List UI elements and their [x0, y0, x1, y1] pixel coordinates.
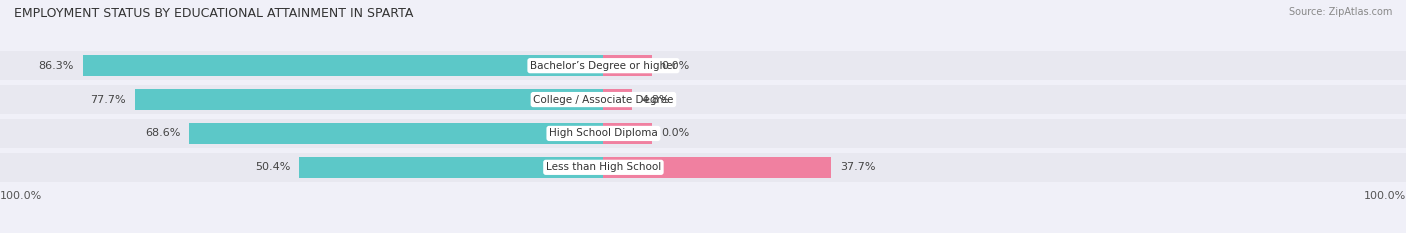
Bar	[0, 153, 1406, 182]
Bar	[135, 89, 603, 110]
Text: 0.0%: 0.0%	[661, 61, 689, 71]
Text: 50.4%: 50.4%	[254, 162, 290, 172]
Text: 4.8%: 4.8%	[641, 95, 669, 105]
Text: 0.0%: 0.0%	[661, 128, 689, 138]
Text: High School Diploma: High School Diploma	[550, 128, 658, 138]
Bar	[0, 85, 1406, 114]
Bar	[603, 89, 633, 110]
Text: 86.3%: 86.3%	[38, 61, 73, 71]
Bar	[0, 119, 1406, 148]
Bar	[0, 51, 1406, 80]
Text: 37.7%: 37.7%	[839, 162, 876, 172]
Bar	[603, 55, 652, 76]
Text: 68.6%: 68.6%	[145, 128, 180, 138]
Text: 77.7%: 77.7%	[90, 95, 125, 105]
Text: 100.0%: 100.0%	[1364, 191, 1406, 201]
Text: Bachelor’s Degree or higher: Bachelor’s Degree or higher	[530, 61, 676, 71]
Bar	[83, 55, 603, 76]
Bar	[603, 157, 831, 178]
Text: Less than High School: Less than High School	[546, 162, 661, 172]
Text: EMPLOYMENT STATUS BY EDUCATIONAL ATTAINMENT IN SPARTA: EMPLOYMENT STATUS BY EDUCATIONAL ATTAINM…	[14, 7, 413, 20]
Bar	[190, 123, 603, 144]
Bar	[299, 157, 603, 178]
Text: College / Associate Degree: College / Associate Degree	[533, 95, 673, 105]
Bar	[603, 123, 652, 144]
Text: Source: ZipAtlas.com: Source: ZipAtlas.com	[1288, 7, 1392, 17]
Text: 100.0%: 100.0%	[0, 191, 42, 201]
